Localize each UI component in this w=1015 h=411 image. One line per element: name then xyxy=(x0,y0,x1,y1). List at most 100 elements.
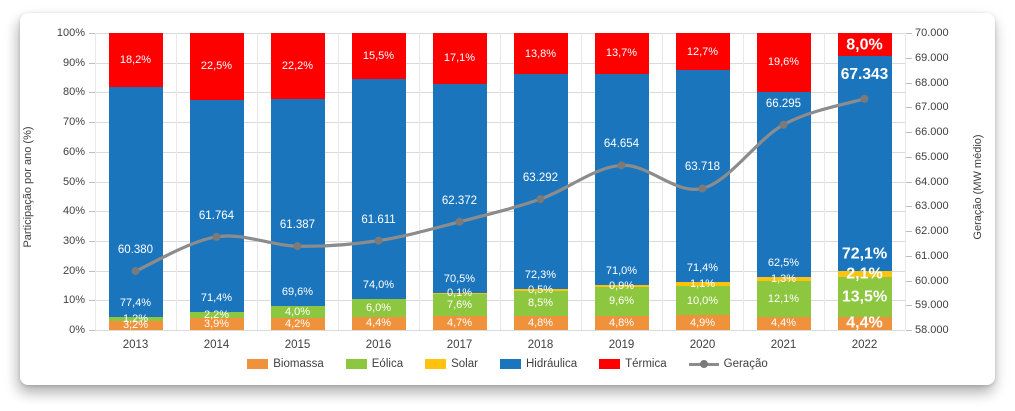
year-label: 2014 xyxy=(203,339,230,351)
bar-segment-eólica xyxy=(594,287,649,316)
bar-segment-hidráulica xyxy=(351,79,406,300)
left-axis-tick-mark xyxy=(89,240,95,242)
geracao-value-label: 63.292 xyxy=(522,172,559,185)
bar-segment-solar xyxy=(837,270,892,277)
legend-label: Hidráulica xyxy=(525,358,578,370)
geracao-marker xyxy=(455,217,464,226)
year-label: 2015 xyxy=(284,339,311,351)
right-axis-tick-label: 68.000 xyxy=(915,76,949,89)
bar-segment-térmica xyxy=(270,33,325,99)
geracao-value-label: 61.764 xyxy=(198,209,235,222)
geracao-marker xyxy=(293,242,302,251)
year-label: 2017 xyxy=(446,339,473,351)
bar-segment-biomassa xyxy=(432,316,487,330)
gridline-vertical xyxy=(743,33,744,330)
year-label: 2018 xyxy=(527,339,554,351)
bar-segment-solar xyxy=(513,289,568,291)
geracao-marker xyxy=(698,184,707,193)
geracao-marker xyxy=(860,94,869,103)
bar-segment-solar xyxy=(594,284,649,288)
year-label: 2016 xyxy=(365,339,392,351)
left-axis-tick-mark xyxy=(89,62,95,64)
left-axis-tick-mark xyxy=(89,181,95,183)
year-label: 2021 xyxy=(770,339,797,351)
segment-label-térmica: 19,6% xyxy=(767,56,800,69)
right-axis-tick-mark xyxy=(906,156,912,158)
left-axis-tick-mark xyxy=(89,92,95,94)
segment-label-biomassa: 4,8% xyxy=(608,316,635,329)
bar-segment-eólica xyxy=(756,281,811,317)
segment-label-térmica: 22,5% xyxy=(200,60,233,73)
segment-label-eólica: 9,6% xyxy=(608,295,635,308)
legend-swatch xyxy=(247,359,269,369)
segment-label-solar: 0,1% xyxy=(446,287,473,300)
left-axis-tick-label: 30% xyxy=(62,234,85,247)
segment-label-hidráulica: 71,4% xyxy=(200,291,233,304)
bar-segment-biomassa xyxy=(513,315,568,330)
left-axis-tick-label: 50% xyxy=(62,175,85,188)
left-axis-tick-label: 0% xyxy=(69,324,85,336)
bar-segment-térmica xyxy=(594,33,649,74)
left-axis-tick-mark xyxy=(89,122,95,124)
segment-label-térmica: 12,7% xyxy=(686,45,719,58)
left-axis-tick-label: 60% xyxy=(62,145,85,158)
segment-label-solar: 0,5% xyxy=(527,283,554,296)
right-axis-tick-label: 60.000 xyxy=(915,274,949,287)
geracao-value-label: 63.718 xyxy=(684,161,721,174)
geracao-value-label: 64.654 xyxy=(603,138,640,151)
bar-segment-hidráulica xyxy=(594,73,649,285)
left-axis-tick-mark xyxy=(89,330,95,331)
geracao-value-label: 60.380 xyxy=(117,244,154,257)
segment-label-biomassa: 3,2% xyxy=(122,319,149,332)
left-axis-tick-label: 90% xyxy=(62,56,85,69)
segment-label-biomassa: 4,4% xyxy=(770,317,797,330)
segment-label-eólica: 6,0% xyxy=(365,302,392,315)
legend-item-térmica: Térmica xyxy=(599,358,667,370)
bar-segment-térmica xyxy=(675,33,730,71)
segment-label-biomassa: 4,4% xyxy=(846,314,883,332)
left-axis-tick-label: 40% xyxy=(62,205,85,218)
bar-segment-térmica xyxy=(513,33,568,75)
right-axis-tick-mark xyxy=(906,57,912,59)
geracao-marker xyxy=(536,195,545,204)
gridline-vertical xyxy=(257,33,258,330)
segment-label-biomassa: 4,9% xyxy=(689,316,716,329)
segment-label-biomassa: 3,9% xyxy=(203,318,230,331)
gridline-vertical xyxy=(419,33,420,330)
geracao-value-label: 62.372 xyxy=(441,194,478,207)
bar-segment-biomassa xyxy=(189,318,244,330)
geracao-marker xyxy=(779,120,788,129)
segment-label-hidráulica: 62,5% xyxy=(767,257,800,270)
legend-line-glyph xyxy=(688,360,719,368)
right-axis-tick-mark xyxy=(906,107,912,109)
segment-label-biomassa: 4,8% xyxy=(527,316,554,329)
segment-label-solar: 1,1% xyxy=(689,278,716,291)
geracao-value-label: 61.387 xyxy=(279,219,316,232)
right-axis-tick-label: 61.000 xyxy=(915,249,949,262)
bar-segment-hidráulica xyxy=(189,99,244,312)
legend: Biomassa Eólica Solar Hidráulica Térmica Gera… xyxy=(20,358,995,370)
right-axis-tick-mark xyxy=(906,231,912,232)
legend-swatch xyxy=(599,359,621,369)
year-label: 2019 xyxy=(608,339,635,351)
left-axis-tick-mark xyxy=(89,270,95,272)
chart-card: Participação por ano (%) Geração (MW méd… xyxy=(20,13,995,385)
bar-segment-eólica xyxy=(270,305,325,318)
plot-area: 3,2% 1,2% 77,4% 18,2% 3,9% 2,2% 71,4% 22,5% 4,2%… xyxy=(95,33,906,332)
year-label: 2020 xyxy=(689,339,716,351)
legend-item-hidráulica: Hidráulica xyxy=(499,358,578,370)
right-axis-tick-mark xyxy=(906,181,912,183)
right-axis-tick-mark xyxy=(906,255,912,257)
legend-swatch xyxy=(425,359,447,369)
left-axis-tick-label: 70% xyxy=(62,116,85,129)
right-axis-tick-mark xyxy=(906,132,912,133)
bar-segment-eólica xyxy=(513,290,568,316)
segment-label-eólica: 2,2% xyxy=(203,309,230,322)
segment-label-hidráulica: 77,4% xyxy=(119,296,152,309)
legend-swatch xyxy=(499,359,521,369)
gridline-vertical xyxy=(95,33,96,330)
left-axis-tick-label: 10% xyxy=(62,294,85,307)
segment-label-eólica: 8,5% xyxy=(527,297,554,310)
bar-segment-hidráulica xyxy=(675,70,730,283)
right-axis-tick-label: 65.000 xyxy=(915,150,949,163)
